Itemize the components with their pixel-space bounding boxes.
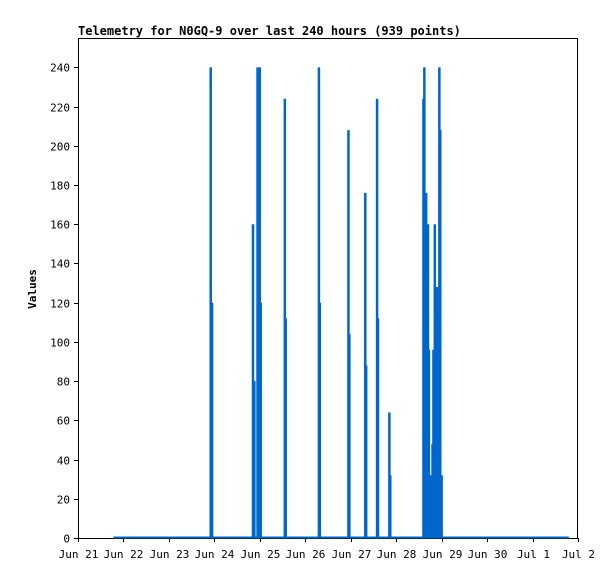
y-tick-label-40: 40 xyxy=(57,455,70,468)
x-tick-label-11: Jul 2 xyxy=(562,548,595,561)
y-tick-label-240: 240 xyxy=(50,62,70,75)
y-tick-label-60: 60 xyxy=(57,415,70,428)
y-tick-label-20: 20 xyxy=(57,494,70,507)
y-axis-label: Values xyxy=(26,269,39,309)
y-tick-label-120: 120 xyxy=(50,298,70,311)
x-tick-label-5: Jun 26 xyxy=(286,548,326,561)
x-tick-label-0: Jun 21 xyxy=(59,548,99,561)
x-tick-label-8: Jun 29 xyxy=(423,548,463,561)
y-tick-label-80: 80 xyxy=(57,376,70,389)
y-tick-label-220: 220 xyxy=(50,102,70,115)
y-tick-label-180: 180 xyxy=(50,180,70,193)
x-tick-label-6: Jun 27 xyxy=(332,548,372,561)
x-tick-label-4: Jun 25 xyxy=(241,548,281,561)
chart-title: Telemetry for N0GQ-9 over last 240 hours… xyxy=(78,24,461,38)
y-axis: 0 20 40 60 80 100 120 140 160 180 200 220 240 xyxy=(50,62,78,546)
y-tick-label-0: 0 xyxy=(63,533,70,546)
x-tick-label-1: Jun 22 xyxy=(104,548,144,561)
plot-area xyxy=(78,38,578,539)
data-marks xyxy=(113,67,569,539)
x-tick-label-3: Jun 24 xyxy=(195,548,235,561)
y-tick-label-160: 160 xyxy=(50,219,70,232)
x-axis: Jun 21 Jun 22 Jun 23 Jun 24 Jun 25 Jun 26 Jun … xyxy=(59,538,595,561)
x-tick-label-2: Jun 23 xyxy=(150,548,190,561)
x-tick-label-10: Jul 1 xyxy=(517,548,550,561)
x-tick-label-9: Jun 30 xyxy=(468,548,508,561)
y-tick-label-200: 200 xyxy=(50,141,70,154)
y-tick-label-100: 100 xyxy=(50,337,70,350)
x-tick-label-7: Jun 28 xyxy=(377,548,417,561)
y-tick-label-140: 140 xyxy=(50,258,70,271)
